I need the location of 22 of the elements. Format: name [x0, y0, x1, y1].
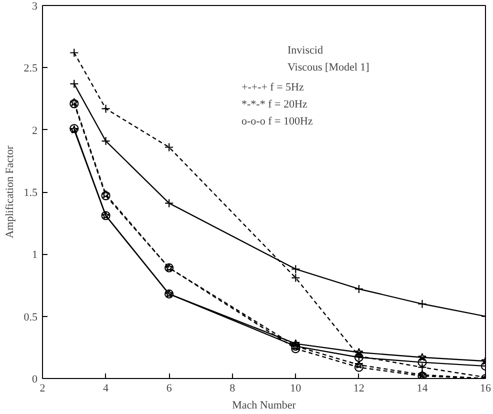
y-tick-label: 3 [32, 0, 38, 12]
y-axis-title: Amplification Factor [4, 145, 16, 238]
x-tick-label: 10 [290, 382, 302, 394]
y-tick-label: 0 [32, 374, 38, 386]
y-tick-label: 1.5 [24, 187, 38, 199]
annotation: Inviscid [288, 44, 324, 56]
x-tick-label: 12 [353, 382, 364, 394]
x-tick-label: 4 [103, 382, 110, 394]
y-tick-label: 1 [32, 249, 38, 262]
x-axis-title: Mach Number [232, 400, 296, 412]
annotation: *-*-* f = 20Hz [242, 98, 308, 110]
y-tick-label: 0.5 [24, 311, 38, 324]
x-tick-label: 16 [480, 382, 492, 394]
x-tick-label: 14 [416, 382, 428, 394]
y-tick-label: 2 [32, 124, 38, 137]
annotation: o-o-o f = 100Hz [242, 116, 313, 128]
annotation: +-+-+ f = 5Hz [242, 82, 304, 94]
x-tick-label: 8 [230, 382, 236, 394]
y-tick-label: 2.5 [24, 62, 38, 75]
x-tick-label: 6 [166, 382, 172, 394]
annotation: Viscous [Model 1] [288, 62, 370, 74]
x-tick-label: 2 [40, 382, 46, 394]
